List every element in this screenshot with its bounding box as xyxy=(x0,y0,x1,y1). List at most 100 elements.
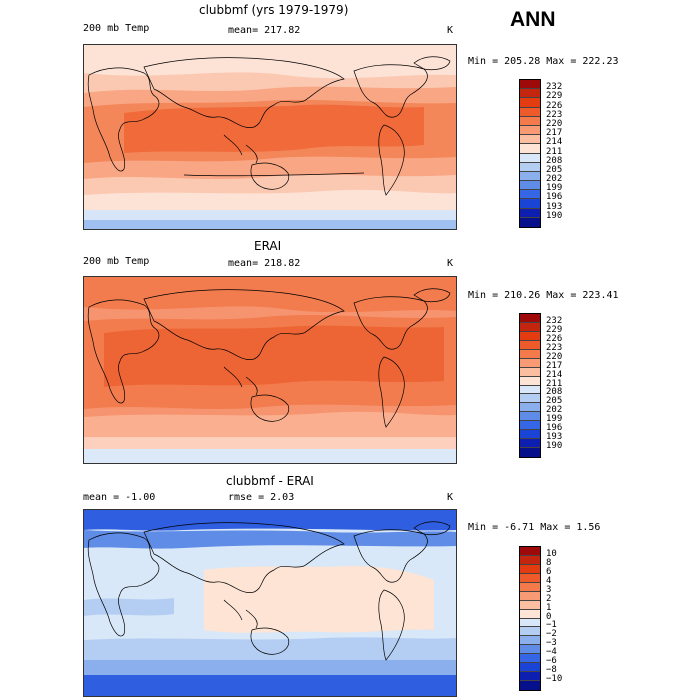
colorbar-tick-label: 4 xyxy=(546,575,552,586)
colorbar-swatch xyxy=(520,331,540,341)
panel3-minmax: Min = -6.71 Max = 1.56 xyxy=(468,522,601,533)
colorbar-swatch xyxy=(520,349,540,359)
colorbar-tick-label: 202 xyxy=(546,174,563,185)
colorbar-swatch xyxy=(520,89,540,99)
colorbar-tick-label: 232 xyxy=(546,315,563,326)
colorbar-tick-label: 205 xyxy=(546,396,563,407)
colorbar-tick-label: 2 xyxy=(546,593,552,604)
colorbar-tick-label: 229 xyxy=(546,91,563,102)
colorbar-tick-label: 226 xyxy=(546,100,563,111)
colorbar-swatch xyxy=(520,181,540,191)
colorbar-tick-label: 214 xyxy=(546,369,563,380)
colorbar-tick-label: 229 xyxy=(546,324,563,335)
panel2-title: ERAI xyxy=(254,239,282,253)
colorbar-tick-label: −4 xyxy=(546,647,557,658)
colorbar-tick-label: 193 xyxy=(546,432,563,443)
colorbar-tick-label: −10 xyxy=(546,674,563,685)
panel1-minmax: Min = 205.28 Max = 222.23 xyxy=(468,56,619,67)
colorbar-tick-label: 217 xyxy=(546,360,563,371)
panel1-title: clubbmf (yrs 1979-1979) xyxy=(199,3,349,17)
colorbar-tick-label: 208 xyxy=(546,387,563,398)
panel3-rmse-text: rmse = 2.03 xyxy=(228,492,295,503)
colorbar-swatch xyxy=(520,645,540,655)
colorbar-swatch xyxy=(520,208,540,218)
panel1-left-text: 200 mb Temp xyxy=(83,23,150,34)
colorbar-tick-label: 214 xyxy=(546,137,563,148)
colorbar-swatch xyxy=(520,564,540,574)
colorbar-tick-label: 232 xyxy=(546,82,563,93)
colorbar-swatch xyxy=(520,162,540,172)
colorbar-swatch xyxy=(520,448,540,457)
colorbar-tick-label: 217 xyxy=(546,128,563,139)
panel3-title: clubbmf - ERAI xyxy=(226,474,314,488)
panel3-mean-text: mean = -1.00 xyxy=(83,492,156,503)
colorbar-swatch xyxy=(520,125,540,136)
colorbar-tick-label: 226 xyxy=(546,333,563,344)
colorbar-swatch xyxy=(520,403,540,413)
colorbar-tick-label: 190 xyxy=(546,441,563,452)
colorbar-swatch xyxy=(520,591,540,601)
colorbar-tick-label: 193 xyxy=(546,201,563,212)
colorbar-swatch xyxy=(520,672,540,682)
colorbar-swatch xyxy=(520,618,540,628)
colorbar-swatch xyxy=(520,217,540,227)
colorbar-swatch xyxy=(520,394,540,404)
panel3-map xyxy=(83,509,457,697)
panel2-left-text: 200 mb Temp xyxy=(83,256,150,267)
colorbar-tick-label: 220 xyxy=(546,118,563,129)
colorbar-swatch xyxy=(520,358,540,368)
colorbar-swatch xyxy=(520,144,540,154)
colorbar-swatch xyxy=(520,314,540,323)
colorbar-swatch xyxy=(520,609,540,619)
colorbar-tick-label: 223 xyxy=(546,342,563,353)
panel1-map-svg xyxy=(84,45,456,229)
panel1-units: K xyxy=(447,25,454,36)
colorbar-swatch xyxy=(520,547,540,556)
colorbar-swatch xyxy=(520,439,540,449)
panel1-map xyxy=(83,44,457,230)
panel1-colorbar xyxy=(519,79,541,228)
colorbar-swatch xyxy=(520,322,540,332)
colorbar-tick-label: −3 xyxy=(546,638,557,649)
colorbar-swatch xyxy=(520,107,540,117)
colorbar-swatch xyxy=(520,385,540,395)
colorbar-tick-label: 199 xyxy=(546,414,563,425)
colorbar-tick-label: −6 xyxy=(546,656,557,667)
colorbar-swatch xyxy=(520,430,540,440)
colorbar-swatch xyxy=(520,116,540,126)
colorbar-tick-label: 208 xyxy=(546,155,563,166)
colorbar-tick-label: 1 xyxy=(546,602,552,613)
colorbar-tick-label: 220 xyxy=(546,351,563,362)
colorbar-tick-label: −1 xyxy=(546,620,557,631)
colorbar-tick-label: 196 xyxy=(546,423,563,434)
colorbar-tick-label: 196 xyxy=(546,192,563,203)
colorbar-swatch xyxy=(520,555,540,565)
colorbar-swatch xyxy=(520,681,540,690)
colorbar-swatch xyxy=(520,153,540,163)
colorbar-tick-label: 211 xyxy=(546,378,563,389)
panel3-units: K xyxy=(447,492,454,503)
panel2-mean-text: mean= 218.82 xyxy=(228,258,301,269)
panel2-minmax: Min = 210.26 Max = 223.41 xyxy=(468,290,619,301)
colorbar-swatch xyxy=(520,80,540,90)
colorbar-swatch xyxy=(520,627,540,637)
colorbar-swatch xyxy=(520,636,540,646)
colorbar-tick-label: 199 xyxy=(546,183,563,194)
colorbar-swatch xyxy=(520,190,540,200)
panel1-mean-text: mean= 217.82 xyxy=(228,25,301,36)
panel2-colorbar xyxy=(519,313,541,458)
colorbar-tick-label: −2 xyxy=(546,629,557,640)
colorbar-swatch xyxy=(520,135,540,145)
colorbar-swatch xyxy=(520,376,540,386)
panel2-map-svg xyxy=(84,277,456,463)
colorbar-swatch xyxy=(520,654,540,664)
colorbar-swatch xyxy=(520,582,540,592)
colorbar-tick-label: 211 xyxy=(546,146,563,157)
colorbar-swatch xyxy=(520,199,540,209)
colorbar-tick-label: 223 xyxy=(546,109,563,120)
colorbar-tick-label: 0 xyxy=(546,611,552,622)
colorbar-swatch xyxy=(520,573,540,583)
colorbar-swatch xyxy=(520,340,540,350)
colorbar-tick-label: −8 xyxy=(546,665,557,676)
colorbar-swatch xyxy=(520,412,540,422)
